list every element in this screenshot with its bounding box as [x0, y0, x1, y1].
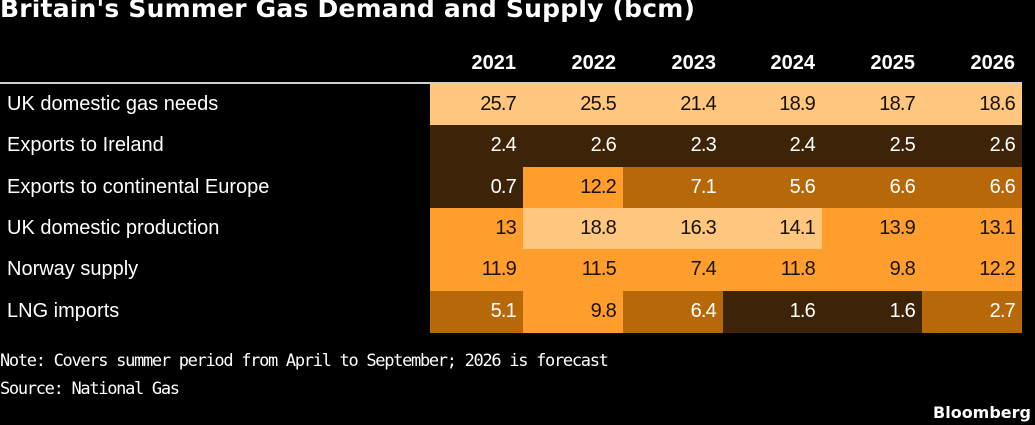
table-cell: 1.6	[822, 290, 922, 333]
table-cell: 6.6	[922, 166, 1022, 209]
table-cell: 12.2	[922, 249, 1022, 292]
table-cell: 2.7	[922, 290, 1022, 333]
column-header-2025: 2025	[870, 52, 916, 74]
table-cell: 21.4	[623, 84, 723, 126]
table-cell: 7.1	[623, 166, 723, 209]
row-label: UK domestic gas needs	[7, 93, 219, 115]
header-separator	[0, 82, 1022, 84]
table-cell: 2.4	[430, 125, 523, 168]
row-label: Exports to Ireland	[7, 134, 164, 157]
row-label: Exports to continental Europe	[7, 175, 270, 198]
table-cell: 2.6	[523, 125, 623, 168]
table-cell: 18.9	[723, 84, 822, 126]
table-cell: 13.9	[822, 207, 922, 250]
table-cell: 13	[430, 207, 523, 250]
table-cell: 2.3	[623, 125, 723, 168]
chart-title: Britain's Summer Gas Demand and Supply (…	[0, 0, 696, 23]
table-cell: 16.3	[623, 207, 723, 250]
table-cell: 18.6	[922, 84, 1022, 126]
table-cell: 11.8	[723, 249, 822, 292]
table-cell: 1.6	[723, 290, 822, 333]
table-cell: 13.1	[922, 207, 1022, 250]
table-cell: 5.1	[430, 290, 523, 333]
table-cell: 11.9	[430, 249, 523, 292]
table-cell: 2.4	[723, 125, 822, 168]
column-header-2021: 2021	[471, 52, 517, 74]
table-cell: 5.6	[723, 166, 822, 209]
table-cell: 25.7	[430, 84, 523, 126]
column-header-2026: 2026	[970, 52, 1016, 74]
table-cell: 0.7	[430, 166, 523, 209]
table-cell: 12.2	[523, 166, 623, 209]
table-cell: 6.6	[822, 166, 922, 209]
note-text: Note: Covers summer period from April to…	[0, 351, 609, 371]
bloomberg-logo: Bloomberg	[933, 403, 1031, 422]
column-header-2024: 2024	[770, 52, 816, 74]
table-cell: 6.4	[623, 290, 723, 333]
table-cell: 9.8	[523, 290, 623, 333]
row-label: Norway supply	[7, 258, 139, 281]
table-cell: 2.5	[822, 125, 922, 168]
table-cell: 11.5	[523, 249, 623, 292]
table-cell: 7.4	[623, 249, 723, 292]
table-cell: 9.8	[822, 249, 922, 292]
column-header-2023: 2023	[671, 52, 717, 74]
table-cell: 2.6	[922, 125, 1022, 168]
table-cell: 25.5	[523, 84, 623, 126]
row-label: LNG imports	[7, 299, 120, 322]
source-text: Source: National Gas	[0, 379, 180, 399]
year-header-row: 2021 2022 2023 2024 2025 2026	[0, 52, 1035, 82]
table-cell: 18.7	[822, 84, 922, 126]
table-cell: 14.1	[723, 207, 822, 250]
table-cell: 18.8	[523, 207, 623, 250]
column-header-2022: 2022	[571, 52, 617, 74]
row-label: UK domestic production	[7, 216, 220, 239]
